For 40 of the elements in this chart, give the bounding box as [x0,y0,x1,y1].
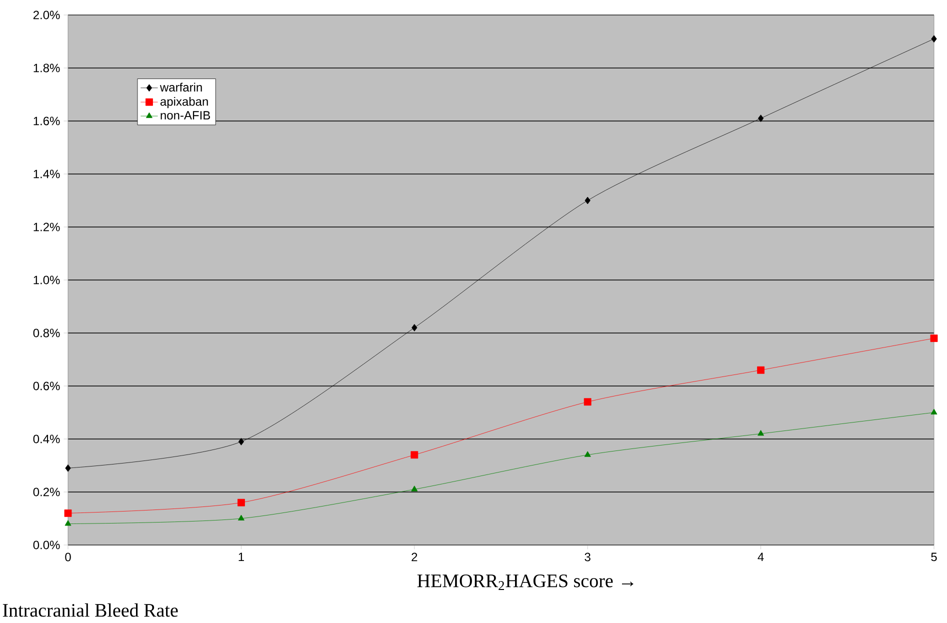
x-tick-label: 3 [584,552,590,562]
x-tick-label: 2 [412,552,418,562]
legend-label: warfarin [160,82,202,92]
y-tick-label: 0.0% [33,540,60,550]
point [64,509,72,517]
y-tick-label: 0.2% [33,488,60,496]
point [64,520,72,526]
point [584,196,590,204]
point [758,114,764,122]
point [410,451,418,459]
y-tick-label: 1.8% [34,64,60,72]
y-tick-label: 1.6% [34,116,60,126]
text: Intracranial Bleed Rate [2,603,178,617]
point [584,398,592,406]
y-tick-label: 1.0% [34,276,60,284]
point [758,430,764,436]
point [931,35,937,43]
y-tick-label: 0.6% [33,382,60,390]
point [238,498,245,506]
x-tick-label: 0 [65,552,71,562]
x-tick-label: 1 [238,552,244,562]
point [411,486,418,492]
point [238,438,244,446]
point [584,451,591,457]
point [412,324,418,332]
y-tick-label: 0.8% [33,328,60,338]
y-tick-label: 1.2% [34,222,60,232]
legend-label: apixaban [160,96,208,108]
legend-label: non-AFIB [160,111,210,120]
point [65,464,71,472]
x-axis-title: HEMORR$_{2}$HAGES score → [417,574,634,590]
x-tick-label: 4 [758,552,764,562]
point [930,334,938,342]
y-tick-label: 1.4% [34,170,60,178]
y-tick-label: 2.0% [33,10,60,20]
y-tick-label: 0.4% [33,434,60,444]
x-tick-label: 5 [931,552,937,562]
point [238,514,244,520]
point [930,408,938,414]
point [757,366,765,374]
